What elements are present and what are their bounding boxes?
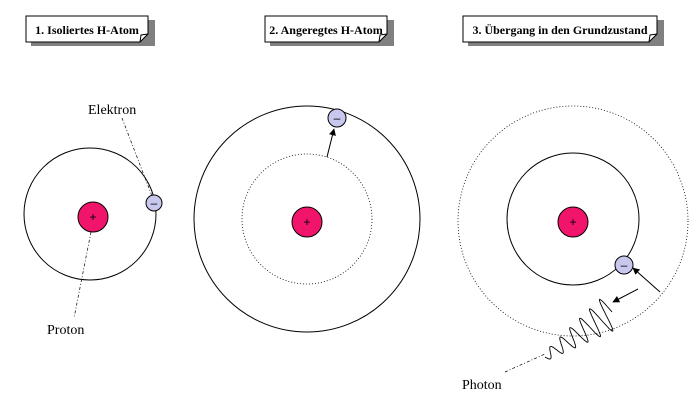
electron-sign: – xyxy=(151,196,158,210)
panel-3-title: 3. Übergang in den Grundzustand xyxy=(472,23,647,37)
panel-2-title: 2. Angeregtes H-Atom xyxy=(269,23,382,37)
excitation-arrow xyxy=(326,128,336,158)
proton-label: Proton xyxy=(47,323,84,338)
electron xyxy=(145,194,163,212)
photon-wave xyxy=(544,298,614,360)
electron xyxy=(327,108,347,128)
ground-orbit-dotted xyxy=(241,153,373,285)
excited-orbit xyxy=(193,105,421,333)
electron xyxy=(614,255,634,275)
electron-sign: – xyxy=(621,258,628,272)
proton-leader-line xyxy=(73,231,92,319)
electron-label: Elektron xyxy=(88,103,136,118)
proton xyxy=(291,206,323,238)
title-card xyxy=(462,15,658,43)
excited-orbit-dotted xyxy=(457,105,689,337)
title-card xyxy=(25,15,149,43)
panel-1-atom: + – Elektron Proton xyxy=(23,103,163,338)
photon-leader-line xyxy=(504,353,546,373)
proton-sign: + xyxy=(89,210,96,224)
ground-orbit xyxy=(506,152,640,286)
panel-3-atom: + – Photon xyxy=(457,105,689,393)
electron-sign: – xyxy=(334,111,341,125)
proton-sign: + xyxy=(303,215,310,229)
title-card-fold xyxy=(648,33,658,43)
proton xyxy=(77,201,109,233)
proton xyxy=(557,206,589,238)
panel-1-title: 1. Isoliertes H-Atom xyxy=(35,23,139,37)
title-card-fold xyxy=(139,33,149,43)
title-card xyxy=(264,15,388,43)
title-card-fold xyxy=(378,33,388,43)
photon-emission-arrow xyxy=(612,288,639,303)
panel-3-title-box: 3. Übergang in den Grundzustand xyxy=(462,15,664,46)
panel-2-title-box: 2. Angeregtes H-Atom xyxy=(264,15,394,46)
proton-sign: + xyxy=(569,215,576,229)
panel-2-atom: + – xyxy=(193,105,421,333)
photon-label: Photon xyxy=(462,378,502,393)
electron-leader-line xyxy=(121,117,153,197)
ground-orbit xyxy=(23,147,157,281)
panel-1-title-box: 1. Isoliertes H-Atom xyxy=(25,15,155,46)
deexcitation-arrow xyxy=(632,267,661,293)
